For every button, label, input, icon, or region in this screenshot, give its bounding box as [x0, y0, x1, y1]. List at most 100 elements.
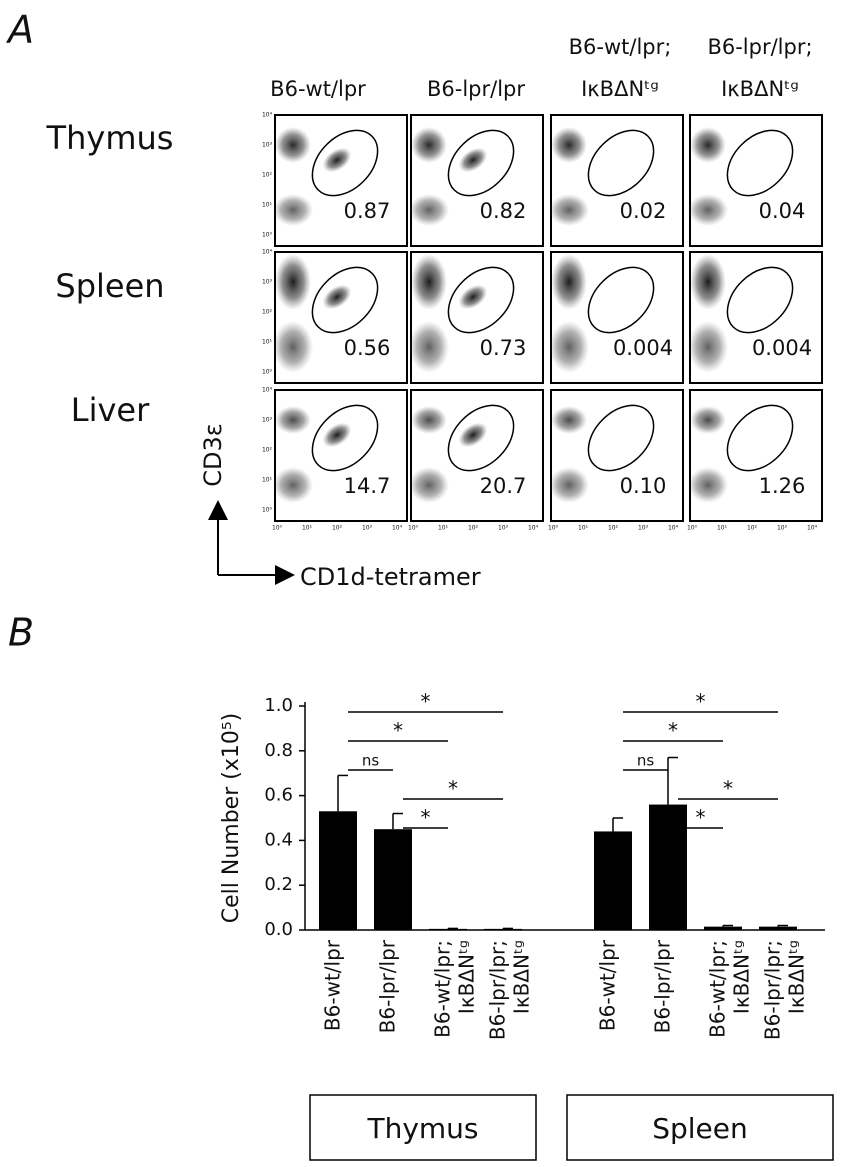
- flow-tick-label: 10²: [747, 525, 758, 532]
- population: [690, 406, 726, 434]
- column-header: IκBΔNᵗᵍ: [581, 77, 659, 101]
- flow-tick-label: 10³: [777, 525, 788, 532]
- flow-tick-label: 10²: [262, 172, 273, 179]
- flow-tick-label: 10²: [468, 525, 479, 532]
- population: [551, 406, 587, 434]
- flow-tick-label: 10³: [262, 142, 273, 149]
- population: [273, 467, 313, 503]
- significance-label: *: [421, 690, 431, 714]
- group-label: Spleen: [652, 1112, 748, 1145]
- population: [549, 467, 589, 503]
- column-header: B6-wt/lpr;: [569, 35, 672, 59]
- panel-label: A: [5, 8, 34, 52]
- population: [409, 321, 449, 373]
- gate-percentage: 0.02: [620, 199, 667, 223]
- flow-tick-label: 10²: [262, 309, 273, 316]
- gate-percentage: 0.82: [480, 199, 527, 223]
- flow-tick-label: 10⁰: [687, 525, 698, 532]
- gate-percentage: 0.73: [480, 336, 527, 360]
- population: [458, 147, 488, 173]
- x-tick-label: B6-wt/lpr;: [706, 940, 730, 1038]
- gate-percentage: 0.10: [620, 474, 667, 498]
- gate: [447, 404, 515, 472]
- x-tick-label: IκBΔNᵗᵍ: [730, 940, 754, 1014]
- column-header: IκBΔNᵗᵍ: [721, 77, 799, 101]
- y-axis-label: CD3ε: [199, 423, 227, 486]
- bar: [429, 928, 467, 930]
- x-tick-label: IκBΔNᵗᵍ: [785, 940, 809, 1014]
- population: [688, 194, 728, 226]
- flow-tick-label: 10³: [638, 525, 649, 532]
- gate-percentage: 0.56: [344, 336, 391, 360]
- population: [322, 147, 352, 173]
- flow-tick-label: 10¹: [262, 477, 273, 484]
- flow-tick-label: 10⁴: [262, 112, 273, 119]
- x-tick-label: B6-lpr/lpr: [651, 939, 675, 1033]
- y-tick-label: 1.0: [264, 695, 293, 716]
- gate: [726, 266, 794, 334]
- gate: [311, 404, 379, 472]
- flow-tick-label: 10⁴: [262, 249, 273, 256]
- x-tick-label: B6-wt/lpr;: [431, 940, 455, 1038]
- column-header: B6-wt/lpr: [270, 77, 366, 101]
- flow-tick-label: 10⁴: [262, 387, 273, 394]
- flow-tick-label: 10⁴: [392, 525, 403, 532]
- bar: [374, 829, 412, 930]
- row-label: Thymus: [46, 119, 174, 157]
- gate-percentage: 14.7: [344, 474, 391, 498]
- bar: [649, 804, 687, 930]
- flow-tick-label: 10³: [262, 279, 273, 286]
- y-tick-label: 0.0: [264, 919, 293, 940]
- population: [275, 254, 311, 310]
- flow-tick-label: 10⁰: [262, 369, 273, 376]
- flow-tick-label: 10¹: [262, 339, 273, 346]
- group-box: [566, 1094, 834, 1161]
- population: [273, 321, 313, 373]
- flow-tick-label: 10⁴: [668, 525, 679, 532]
- flow-tick-label: 10²: [608, 525, 619, 532]
- significance-label: *: [393, 719, 403, 743]
- gate: [587, 129, 655, 197]
- population: [688, 321, 728, 373]
- bar: [484, 928, 522, 930]
- gate: [447, 266, 515, 334]
- y-tick-label: 0.2: [264, 874, 293, 895]
- gate: [311, 129, 379, 197]
- population: [549, 194, 589, 226]
- y-tick-label: 0.4: [264, 829, 293, 850]
- flow-tick-label: 10⁰: [272, 525, 283, 532]
- significance-label: *: [696, 806, 706, 830]
- flow-tick-label: 10¹: [578, 525, 589, 532]
- population: [690, 127, 726, 163]
- significance-label: *: [421, 806, 431, 830]
- significance-label: *: [723, 777, 733, 801]
- x-tick-label: B6-wt/lpr: [596, 939, 620, 1031]
- gate: [726, 129, 794, 197]
- column-header: B6-lpr/lpr: [427, 77, 525, 101]
- flow-tick-label: 10⁰: [408, 525, 419, 532]
- flow-tick-label: 10¹: [302, 525, 313, 532]
- row-label: Spleen: [55, 267, 164, 305]
- gate-percentage: 0.04: [759, 199, 806, 223]
- column-header: B6-lpr/lpr;: [707, 35, 812, 59]
- flow-tick-label: 10¹: [262, 202, 273, 209]
- flow-tick-label: 10⁰: [548, 525, 559, 532]
- population: [409, 467, 449, 503]
- population: [549, 321, 589, 373]
- bar: [594, 831, 632, 930]
- significance-label: *: [696, 690, 706, 714]
- population: [411, 254, 447, 310]
- population: [411, 127, 447, 163]
- gate-percentage: 20.7: [480, 474, 527, 498]
- bar: [704, 926, 742, 930]
- flow-tick-label: 10³: [498, 525, 509, 532]
- gate: [587, 266, 655, 334]
- y-axis-label: Cell Number (x10⁵): [219, 713, 244, 923]
- population: [690, 254, 726, 310]
- bar: [759, 926, 797, 930]
- x-tick-label: IκBΔNᵗᵍ: [455, 940, 479, 1014]
- flow-tick-label: 10¹: [717, 525, 728, 532]
- flow-tick-label: 10⁴: [807, 525, 818, 532]
- population: [322, 422, 352, 448]
